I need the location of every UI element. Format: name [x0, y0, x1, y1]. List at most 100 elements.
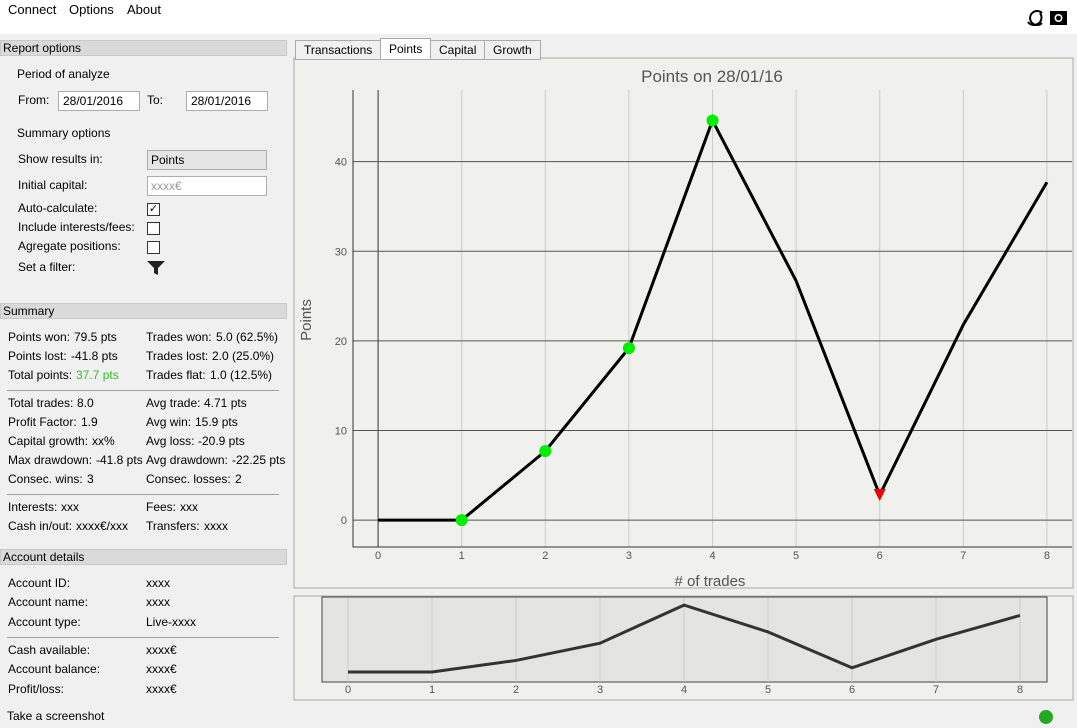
detail-value: xxxx€: [146, 662, 177, 676]
detail-value: Live-xxxx: [146, 615, 197, 629]
checkbox[interactable]: [147, 222, 160, 235]
tab[interactable]: Points: [380, 38, 432, 60]
status-text: Take a screenshot: [7, 709, 105, 723]
overview-tick-label: 8: [1017, 684, 1023, 696]
detail-label: Account ID:: [8, 576, 71, 590]
menu-item[interactable]: Options: [69, 2, 114, 17]
stat-value: 8.0: [77, 396, 94, 410]
stat-label: Cash in/out:: [8, 519, 73, 533]
stat-label: Avg trade:: [146, 396, 201, 410]
field-label: To:: [147, 93, 164, 107]
stat-value: xxxx€/xxx: [76, 519, 129, 533]
stat-value: xxxx: [204, 519, 228, 533]
separator: [7, 637, 279, 638]
stat-value: 5.0 (62.5%): [216, 330, 279, 344]
point-marker: [622, 342, 635, 355]
y-tick-label: 10: [335, 426, 347, 438]
stat-label: Max drawdown:: [8, 453, 93, 467]
x-tick-label: 3: [626, 550, 632, 562]
stat-label: Capital growth:: [8, 434, 89, 448]
detail-value: xxxx: [146, 595, 170, 609]
stat-label: Fees:: [146, 500, 177, 514]
overview-tick-label: 0: [345, 684, 351, 696]
overview-tick-label: 6: [849, 684, 855, 696]
date-input[interactable]: 28/01/2016: [186, 91, 268, 111]
refresh-icon[interactable]: [1027, 10, 1043, 26]
chart-title: Points on 28/01/16: [641, 67, 783, 86]
stat-value: xx%: [92, 434, 115, 448]
stat-label: Points lost:: [8, 349, 67, 363]
x-tick-label: 6: [877, 550, 883, 562]
stat-label: Trades flat:: [146, 368, 206, 382]
menu-bar: [0, 0, 1077, 34]
point-marker: [706, 114, 719, 127]
detail-label: Cash available:: [8, 643, 91, 657]
overview-tick-label: 1: [429, 684, 435, 696]
field-label: From:: [18, 93, 50, 107]
field-label: Agregate positions:: [18, 239, 121, 253]
stat-label: Trades lost:: [146, 349, 209, 363]
checkbox[interactable]: ✓: [147, 203, 160, 216]
stat-value: 15.9 pts: [195, 415, 238, 429]
y-tick-label: 0: [341, 515, 347, 527]
detail-label: Account name:: [8, 595, 89, 609]
panel-header: Summary: [0, 303, 287, 319]
menu-item[interactable]: Connect: [8, 2, 57, 17]
stat-value: -20.9 pts: [198, 434, 245, 448]
field-label: Set a filter:: [18, 260, 76, 274]
stat-value: xxx: [61, 500, 79, 514]
date-input[interactable]: 28/01/2016: [58, 91, 140, 111]
stat-value: 37.7 pts: [76, 368, 119, 382]
stat-value: 2.0 (25.0%): [212, 349, 275, 363]
stat-label: Total points:: [8, 368, 73, 382]
separator: [7, 494, 279, 495]
stat-label: Consec. losses:: [146, 472, 231, 486]
x-tick-label: 2: [542, 550, 548, 562]
overview-tick-label: 2: [513, 684, 519, 696]
axis: [352, 90, 1072, 548]
point-marker: [455, 514, 468, 527]
camera-icon[interactable]: [1050, 11, 1067, 25]
panel-header: Account details: [0, 549, 287, 565]
separator: [7, 390, 279, 391]
filter-icon[interactable]: [147, 261, 165, 275]
x-tick-label: 0: [375, 550, 381, 562]
detail-value: xxxx: [146, 576, 170, 590]
stat-label: Points won:: [8, 330, 71, 344]
stat-label: Avg loss:: [146, 434, 195, 448]
panel-header: Report options: [0, 40, 287, 56]
stat-value: 4.71 pts: [204, 396, 247, 410]
field-label: Auto-calculate:: [18, 201, 98, 215]
stat-value: 79.5 pts: [74, 330, 117, 344]
section-label: Summary options: [17, 126, 111, 140]
x-tick-label: 4: [709, 550, 715, 562]
overview-line: [348, 603, 1021, 674]
field-label: Show results in:: [18, 152, 103, 166]
overview-tick-label: 3: [597, 684, 603, 696]
stat-label: Transfers:: [146, 519, 200, 533]
stat-label: Trades won:: [146, 330, 212, 344]
detail-value: xxxx€: [146, 682, 177, 696]
overview-tick-label: 5: [765, 684, 771, 696]
x-tick-label: 7: [960, 550, 966, 562]
stat-value: -41.8 pts: [71, 349, 118, 363]
point-marker: [539, 445, 552, 458]
combo-box[interactable]: Points: [147, 150, 267, 170]
menu-item[interactable]: About: [127, 2, 161, 17]
detail-value: xxxx€: [146, 643, 177, 657]
stat-value: 3: [87, 472, 94, 486]
detail-label: Account type:: [8, 615, 81, 629]
tab[interactable]: Growth: [484, 40, 541, 60]
tab[interactable]: Capital: [430, 40, 486, 60]
x-tick-label: 8: [1044, 550, 1050, 562]
checkbox[interactable]: [147, 241, 160, 254]
tab[interactable]: Transactions: [295, 40, 382, 60]
section-label: Period of analyze: [17, 67, 110, 81]
x-axis-label: # of trades: [675, 573, 746, 590]
overview-tick-label: 7: [933, 684, 939, 696]
text-input[interactable]: xxxx€: [147, 176, 267, 196]
x-tick-label: 5: [793, 550, 799, 562]
stat-label: Avg win:: [146, 415, 192, 429]
